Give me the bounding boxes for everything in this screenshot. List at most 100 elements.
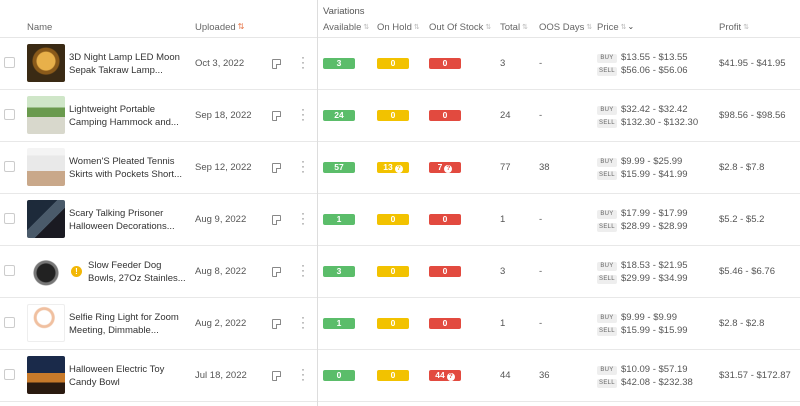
profit-value: $2.8 - $2.8 <box>719 318 765 329</box>
available-badge: 3 <box>323 58 355 69</box>
more-options-icon[interactable]: · · · <box>301 154 305 178</box>
question-icon[interactable]: ? <box>446 373 455 381</box>
sell-tag: SELL <box>597 171 617 180</box>
oos-days-value: - <box>539 318 543 329</box>
sell-tag: SELL <box>597 327 617 336</box>
column-total-header[interactable]: Total ⇅ <box>500 22 528 33</box>
sell-tag: SELL <box>597 379 617 388</box>
more-options-icon[interactable]: · · · <box>301 258 305 282</box>
uploaded-date: Aug 9, 2022 <box>195 214 247 225</box>
uploaded-date: Aug 2, 2022 <box>195 318 247 329</box>
buy-price: BUY $13.55 - $13.55 <box>597 52 688 63</box>
table-row[interactable]: 3D Night Lamp LED Moon Sepak Takraw Lamp… <box>0 38 800 90</box>
out-of-stock-badge: 0 <box>429 110 461 121</box>
chevron-down-icon[interactable]: ⌄ <box>627 22 635 31</box>
note-icon[interactable] <box>272 267 281 277</box>
on-hold-badge: 0 <box>377 318 409 329</box>
buy-price: BUY $9.99 - $9.99 <box>597 312 677 323</box>
product-name[interactable]: Selfie Ring Light for Zoom Meeting, Dimm… <box>69 312 179 336</box>
more-options-icon[interactable]: · · · <box>301 50 305 74</box>
row-checkbox[interactable] <box>4 265 15 276</box>
available-badge: 57 <box>323 162 355 173</box>
note-icon[interactable] <box>272 215 281 225</box>
out-of-stock-badge: 0 <box>429 318 461 329</box>
column-divider <box>317 0 318 406</box>
oos-days-value: - <box>539 266 543 277</box>
note-icon[interactable] <box>272 319 281 329</box>
available-badge: 1 <box>323 214 355 225</box>
column-available-header[interactable]: Available ⇅ <box>323 22 369 33</box>
more-options-icon[interactable]: · · · <box>301 206 305 230</box>
more-options-icon[interactable]: · · · <box>301 362 305 386</box>
warning-icon[interactable]: ! <box>71 266 82 277</box>
more-options-icon[interactable]: · · · <box>301 102 305 126</box>
product-thumbnail <box>27 200 65 238</box>
total-value: 3 <box>500 266 506 277</box>
column-price-header[interactable]: Price ⇅ ⌄ <box>597 22 635 33</box>
product-thumbnail <box>27 148 65 186</box>
sort-icon: ⇅ <box>743 24 749 31</box>
sell-tag: SELL <box>597 119 617 128</box>
row-checkbox[interactable] <box>4 109 15 120</box>
on-hold-badge: 0 <box>377 58 409 69</box>
out-of-stock-badge: 0 <box>429 214 461 225</box>
note-icon[interactable] <box>272 163 281 173</box>
question-icon[interactable]: ? <box>444 165 453 173</box>
buy-tag: BUY <box>597 366 617 375</box>
product-name[interactable]: Slow Feeder Dog Bowls, 27Oz Stainles... <box>88 260 186 284</box>
buy-tag: BUY <box>597 158 617 167</box>
buy-price: BUY $10.09 - $57.19 <box>597 364 688 375</box>
product-thumbnail <box>27 356 65 394</box>
product-name[interactable]: Halloween Electric Toy Candy Bowl <box>69 364 165 388</box>
more-options-icon[interactable]: · · · <box>301 310 305 334</box>
column-name-header[interactable]: Name <box>27 22 53 33</box>
uploaded-date: Aug 8, 2022 <box>195 266 247 277</box>
note-icon[interactable] <box>272 371 281 381</box>
out-of-stock-badge[interactable]: 44? <box>429 370 461 381</box>
header-divider <box>0 37 800 38</box>
table-row[interactable]: Women'S Pleated Tennis Skirts with Pocke… <box>0 142 800 194</box>
note-icon[interactable] <box>272 59 281 69</box>
table-row[interactable]: Selfie Ring Light for Zoom Meeting, Dimm… <box>0 298 800 350</box>
profit-value: $5.46 - $6.76 <box>719 266 775 277</box>
column-uploaded-header[interactable]: Uploaded ⇅ <box>195 22 244 33</box>
product-name[interactable]: 3D Night Lamp LED Moon Sepak Takraw Lamp… <box>69 52 180 76</box>
sell-price: SELL $28.99 - $28.99 <box>597 221 688 232</box>
sort-icon: ⇅ <box>586 24 592 31</box>
product-name[interactable]: Women'S Pleated Tennis Skirts with Pocke… <box>69 156 182 180</box>
row-checkbox[interactable] <box>4 161 15 172</box>
variations-group-label: Variations <box>323 6 365 17</box>
out-of-stock-badge: 0 <box>429 58 461 69</box>
row-checkbox[interactable] <box>4 317 15 328</box>
column-on-hold-header[interactable]: On Hold ⇅ <box>377 22 420 33</box>
total-value: 1 <box>500 214 506 225</box>
out-of-stock-badge[interactable]: 7? <box>429 162 461 173</box>
row-checkbox[interactable] <box>4 57 15 68</box>
product-name[interactable]: Scary Talking Prisoner Halloween Decorat… <box>69 208 175 232</box>
column-oos-days-header[interactable]: OOS Days ⇅ <box>539 22 592 33</box>
buy-price: BUY $18.53 - $21.95 <box>597 260 688 271</box>
row-checkbox[interactable] <box>4 369 15 380</box>
product-thumbnail <box>27 304 65 342</box>
on-hold-badge[interactable]: 13? <box>377 162 409 173</box>
total-value: 77 <box>500 162 511 173</box>
sell-price: SELL $15.99 - $41.99 <box>597 169 688 180</box>
table-row[interactable]: ! Slow Feeder Dog Bowls, 27Oz Stainles..… <box>0 246 800 298</box>
uploaded-date: Sep 18, 2022 <box>195 110 252 121</box>
table-row[interactable]: Lightweight Portable Camping Hammock and… <box>0 90 800 142</box>
table-header: Name Uploaded ⇅ Variations Available ⇅ On … <box>0 0 800 38</box>
note-icon[interactable] <box>272 111 281 121</box>
column-out-of-stock-header[interactable]: Out Of Stock ⇅ <box>429 22 491 33</box>
buy-price: BUY $9.99 - $25.99 <box>597 156 682 167</box>
row-checkbox[interactable] <box>4 213 15 224</box>
oos-days-value: - <box>539 214 543 225</box>
uploaded-date: Sep 12, 2022 <box>195 162 252 173</box>
product-thumbnail <box>27 44 65 82</box>
question-icon[interactable]: ? <box>394 165 403 173</box>
on-hold-badge: 0 <box>377 370 409 381</box>
table-row[interactable]: Halloween Electric Toy Candy Bowl Jul 18… <box>0 350 800 402</box>
column-profit-header[interactable]: Profit ⇅ <box>719 22 749 33</box>
product-name[interactable]: Lightweight Portable Camping Hammock and… <box>69 104 179 128</box>
sell-price: SELL $29.99 - $34.99 <box>597 273 688 284</box>
table-row[interactable]: Scary Talking Prisoner Halloween Decorat… <box>0 194 800 246</box>
